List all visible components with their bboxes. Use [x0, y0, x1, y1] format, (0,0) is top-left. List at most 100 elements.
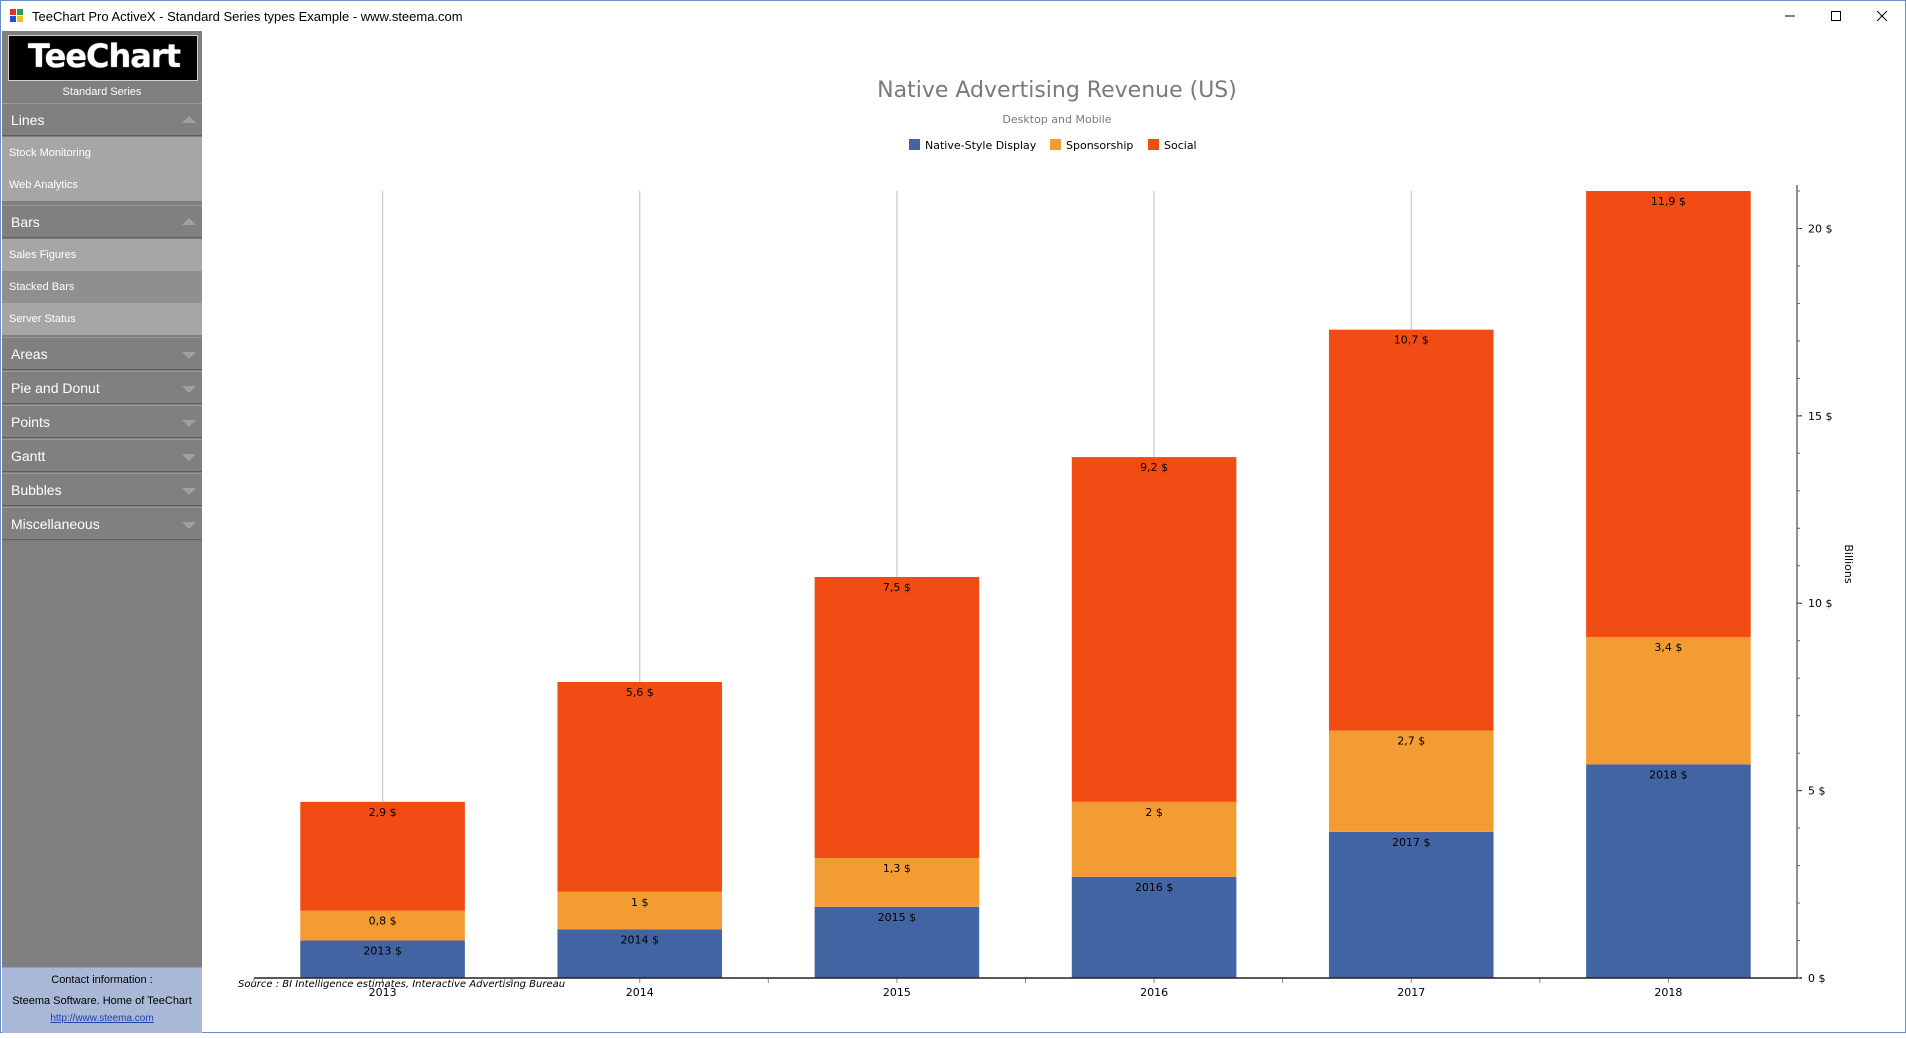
category-label: Areas [11, 346, 48, 362]
expand-arrow-icon[interactable] [182, 352, 196, 359]
data-label: 0,8 $ [369, 915, 397, 928]
data-label: 2017 $ [1392, 836, 1431, 849]
bar-native-style-display-2014[interactable] [557, 929, 723, 978]
y-tick-label: 0 $ [1808, 972, 1826, 985]
bar-native-style-display-2015[interactable] [814, 906, 980, 978]
contact-link[interactable]: http://www.steema.com [50, 1013, 154, 1024]
data-label: 2016 $ [1135, 881, 1174, 894]
bar-sponsorship-2017[interactable] [1328, 730, 1494, 832]
category-points[interactable]: Points [2, 405, 202, 438]
bar-native-style-display-2016[interactable] [1071, 876, 1237, 978]
legend-label: Native-Style Display [925, 139, 1037, 152]
category-label: Gantt [11, 448, 46, 464]
category-gantt[interactable]: Gantt [2, 439, 202, 472]
sidebar-item-server-status[interactable]: Server Status [2, 303, 202, 335]
bar-social-2017[interactable] [1328, 329, 1494, 731]
category-pie-and-donut[interactable]: Pie and Donut [2, 371, 202, 404]
bar-social-2015[interactable] [814, 577, 980, 859]
category-areas[interactable]: Areas [2, 337, 202, 370]
x-tick-label: 2014 [626, 986, 654, 999]
data-label: 2014 $ [621, 933, 660, 946]
chart-title: Native Advertising Revenue (US) [877, 78, 1237, 103]
collapse-arrow-icon[interactable] [182, 218, 196, 225]
bar-social-2018[interactable] [1586, 191, 1751, 637]
bar-series [300, 191, 1751, 978]
expand-arrow-icon[interactable] [182, 522, 196, 529]
sidebar-item-stacked-bars[interactable]: Stacked Bars [2, 271, 202, 303]
category-label: Bars [11, 214, 40, 230]
legend-label: Social [1164, 139, 1197, 152]
close-button[interactable] [1859, 1, 1905, 31]
x-tick-label: 2016 [1140, 986, 1168, 999]
legend-swatch [909, 139, 920, 150]
category-label: Pie and Donut [11, 380, 100, 396]
data-label: 2013 $ [363, 945, 402, 958]
y-tick-label: 5 $ [1808, 785, 1826, 798]
bar-native-style-display-2018[interactable] [1586, 764, 1751, 978]
data-label: 9,2 $ [1140, 461, 1168, 474]
bar-native-style-display-2013[interactable] [300, 940, 465, 978]
bar-social-2016[interactable] [1071, 457, 1237, 802]
category-label: Miscellaneous [11, 516, 100, 532]
data-label: 2018 $ [1649, 768, 1688, 781]
y-tick-label: 20 $ [1808, 222, 1833, 235]
contact-heading: Contact information : [51, 974, 153, 986]
window-title: TeeChart Pro ActiveX - Standard Series t… [32, 8, 463, 24]
chart-subtitle: Desktop and Mobile [1002, 113, 1111, 126]
bar-sponsorship-2018[interactable] [1586, 636, 1751, 765]
minimize-button[interactable] [1767, 1, 1813, 31]
sidebar: TeeChart Standard Series Lines Stock Mon… [2, 31, 202, 1033]
legend-label: Sponsorship [1066, 139, 1133, 152]
chart-axes: 2013 2014 2015 2016 2017 2018 0 $ 5 $ 10 $ 15 $ 20… [253, 185, 1833, 999]
chart-panel: Native Advertising Revenue (US) Desktop … [202, 31, 1906, 1033]
legend-item-native-style-display[interactable]: Native-Style Display [909, 139, 1037, 152]
data-label: 5,6 $ [626, 686, 654, 699]
bar-social-2013[interactable] [300, 801, 465, 911]
category-miscellaneous[interactable]: Miscellaneous [2, 507, 202, 540]
bar-native-style-display-2017[interactable] [1328, 831, 1494, 978]
sidebar-item-web-analytics[interactable]: Web Analytics [2, 169, 202, 201]
data-label: 1,3 $ [883, 862, 911, 875]
stacked-bar-chart: Native Advertising Revenue (US) Desktop … [238, 78, 1855, 999]
sidebar-item-sales-figures[interactable]: Sales Figures [2, 239, 202, 271]
app-icon [10, 9, 24, 23]
y-tick-label: 15 $ [1808, 410, 1833, 423]
data-label: 3,4 $ [1654, 641, 1682, 654]
chart-footer: Source : BI Intelligence estimates, Inte… [238, 979, 565, 990]
bar-sponsorship-2014[interactable] [557, 891, 723, 930]
maximize-icon [1831, 11, 1841, 21]
minimize-icon [1785, 15, 1795, 17]
legend-item-social[interactable]: Social [1148, 139, 1197, 152]
category-label: Bubbles [11, 482, 62, 498]
contact-company: Steema Software. Home of TeeChart [12, 995, 192, 1007]
bar-sponsorship-2013[interactable] [300, 910, 465, 941]
collapse-arrow-icon[interactable] [182, 116, 196, 123]
data-label: 10,7 $ [1394, 334, 1429, 347]
legend-item-sponsorship[interactable]: Sponsorship [1050, 139, 1133, 152]
category-bubbles[interactable]: Bubbles [2, 473, 202, 506]
title-bar: TeeChart Pro ActiveX - Standard Series t… [1, 1, 1905, 31]
bar-social-2014[interactable] [557, 681, 723, 892]
legend-swatch [1148, 139, 1159, 150]
x-tick-label: 2017 [1397, 986, 1425, 999]
x-tick-label: 2013 [369, 986, 397, 999]
y-axis-title: Billions [1842, 544, 1855, 583]
category-lines[interactable]: Lines [2, 103, 202, 136]
maximize-button[interactable] [1813, 1, 1859, 31]
data-label: 1 $ [631, 896, 649, 909]
expand-arrow-icon[interactable] [182, 488, 196, 495]
category-label: Points [11, 414, 50, 430]
bar-value-labels: 2013 $ 0,8 $ 2,9 $ 2014 $ 1 $ 5,6 $ 2015 $ 1,3 … [363, 195, 1687, 958]
expand-arrow-icon[interactable] [182, 386, 196, 393]
category-gridlines [381, 191, 1412, 802]
expand-arrow-icon[interactable] [182, 420, 196, 427]
data-label: 7,5 $ [883, 581, 911, 594]
sidebar-item-stock-monitoring[interactable]: Stock Monitoring [2, 137, 202, 169]
category-bars[interactable]: Bars [2, 205, 202, 238]
data-label: 2,7 $ [1397, 735, 1425, 748]
bar-sponsorship-2015[interactable] [814, 858, 980, 907]
x-tick-label: 2018 [1654, 986, 1682, 999]
expand-arrow-icon[interactable] [182, 454, 196, 461]
bar-sponsorship-2016[interactable] [1071, 801, 1237, 877]
category-label: Lines [11, 112, 45, 128]
